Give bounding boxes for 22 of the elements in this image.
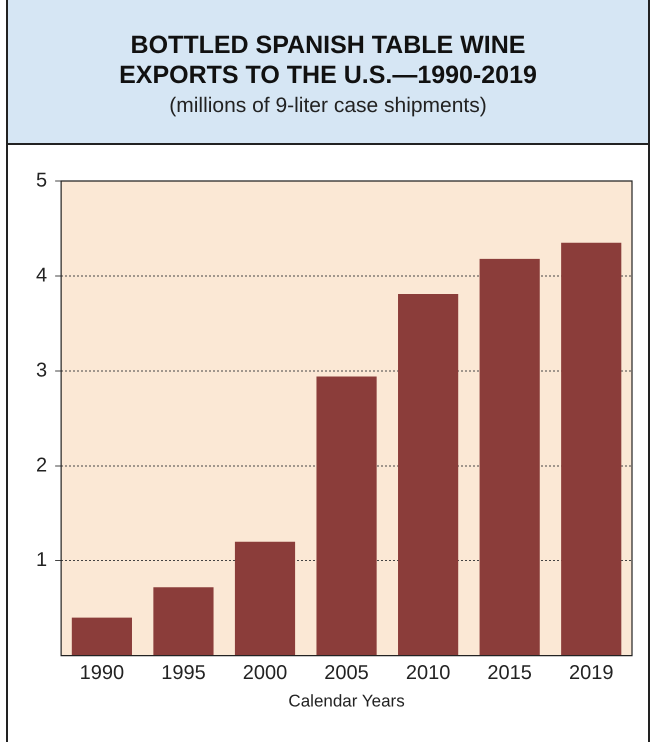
x-tick-label: 1995 [161, 662, 206, 684]
y-tick-label: 4 [36, 264, 48, 286]
chart-title: BOTTLED SPANISH TABLE WINE EXPORTS TO THE U.S.—1990-2019 [118, 30, 538, 90]
x-tick-label: 2000 [242, 662, 288, 684]
bar [316, 376, 377, 656]
x-axis-title: Calendar Years [288, 691, 405, 710]
y-tick-label: 1 [36, 549, 48, 572]
x-tick-label: 2015 [487, 662, 532, 684]
bar [480, 258, 540, 656]
y-tick-label: 3 [36, 359, 48, 382]
bar [72, 618, 132, 656]
x-tick-label: 1990 [80, 662, 124, 684]
bar [561, 242, 622, 656]
x-tick-label: 2010 [406, 662, 450, 684]
y-tick-label: 2 [36, 454, 48, 476]
bar [153, 587, 214, 656]
chart-subtitle: (millions of 9-liter case shipments) [168, 94, 488, 118]
x-tick-label: 2005 [324, 662, 369, 684]
bar [234, 542, 296, 656]
x-tick-label: 2019 [568, 662, 614, 684]
y-tick-label: 5 [36, 170, 48, 192]
bar [398, 294, 458, 656]
